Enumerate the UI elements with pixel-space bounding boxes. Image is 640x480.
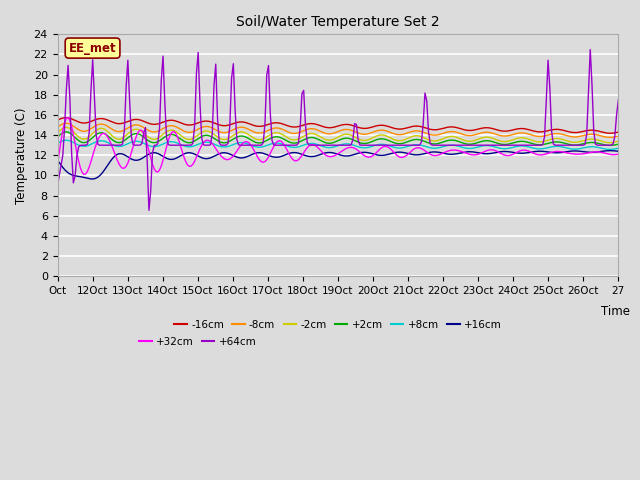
Line: +32cm: +32cm [58,118,618,174]
+2cm [136,132,144,138]
X-axis label: Time: Time [600,305,630,318]
+64cm [134,143,142,148]
Line: +64cm: +64cm [58,49,618,210]
+2cm [548,140,556,145]
-8cm [516,130,524,136]
-16cm [136,117,144,123]
+16cm [89,176,97,182]
+8cm [63,137,70,143]
+8cm [458,144,466,150]
+64cm [548,128,556,134]
+16cm [136,156,144,162]
-2cm [605,140,613,145]
+64cm [145,207,153,213]
+32cm [64,115,72,120]
+64cm [458,143,466,148]
+16cm [614,148,622,154]
+16cm [346,153,353,158]
Line: -8cm: -8cm [58,123,618,137]
+64cm [586,47,594,52]
Line: +8cm: +8cm [58,140,618,149]
-2cm [63,124,70,130]
+2cm [451,138,459,144]
Line: +2cm: +2cm [58,132,618,145]
+8cm [614,145,622,151]
-2cm [548,136,556,142]
+8cm [451,143,459,148]
+32cm [54,162,61,168]
-16cm [614,129,622,135]
+64cm [516,143,524,148]
-2cm [516,135,524,141]
+2cm [458,140,466,145]
-16cm [516,126,524,132]
Text: EE_met: EE_met [68,42,116,55]
Title: Soil/Water Temperature Set 2: Soil/Water Temperature Set 2 [236,15,440,29]
+32cm [138,128,146,133]
+16cm [516,150,524,156]
+16cm [451,151,459,157]
+32cm [518,147,525,153]
Line: -2cm: -2cm [58,127,618,143]
Legend: +32cm, +64cm: +32cm, +64cm [135,333,260,351]
-8cm [451,129,459,135]
-8cm [548,132,556,137]
+16cm [605,148,613,154]
+16cm [548,150,556,156]
+64cm [346,143,353,148]
+2cm [614,141,622,147]
-8cm [614,133,622,139]
-2cm [458,137,466,143]
-8cm [346,127,353,132]
+2cm [605,143,613,148]
-2cm [451,134,459,140]
+16cm [54,157,61,163]
+32cm [452,147,460,153]
-8cm [136,123,144,129]
+8cm [346,141,353,147]
-16cm [63,115,70,120]
+32cm [460,149,467,155]
Y-axis label: Temperature (C): Temperature (C) [15,107,28,204]
-8cm [605,134,613,140]
+16cm [458,150,466,156]
+2cm [346,136,353,142]
+64cm [54,183,61,189]
-8cm [54,124,61,130]
-16cm [346,122,353,128]
Line: -16cm: -16cm [58,118,618,133]
-16cm [451,124,459,130]
-16cm [54,117,61,123]
-2cm [346,132,353,137]
+32cm [80,171,88,177]
-2cm [614,138,622,144]
+2cm [63,129,70,135]
-2cm [54,130,61,136]
+32cm [614,151,622,157]
-16cm [458,126,466,132]
Line: +16cm: +16cm [58,151,618,179]
+8cm [136,139,144,145]
+64cm [614,97,622,103]
+32cm [348,144,355,150]
+8cm [605,146,613,152]
+2cm [54,134,61,140]
-16cm [548,127,556,133]
+8cm [516,143,524,149]
+8cm [54,140,61,146]
-8cm [63,120,70,126]
-16cm [605,131,613,136]
+8cm [548,144,556,150]
+32cm [550,149,557,155]
+2cm [516,139,524,144]
-8cm [458,131,466,137]
-2cm [136,128,144,133]
+64cm [451,143,459,148]
